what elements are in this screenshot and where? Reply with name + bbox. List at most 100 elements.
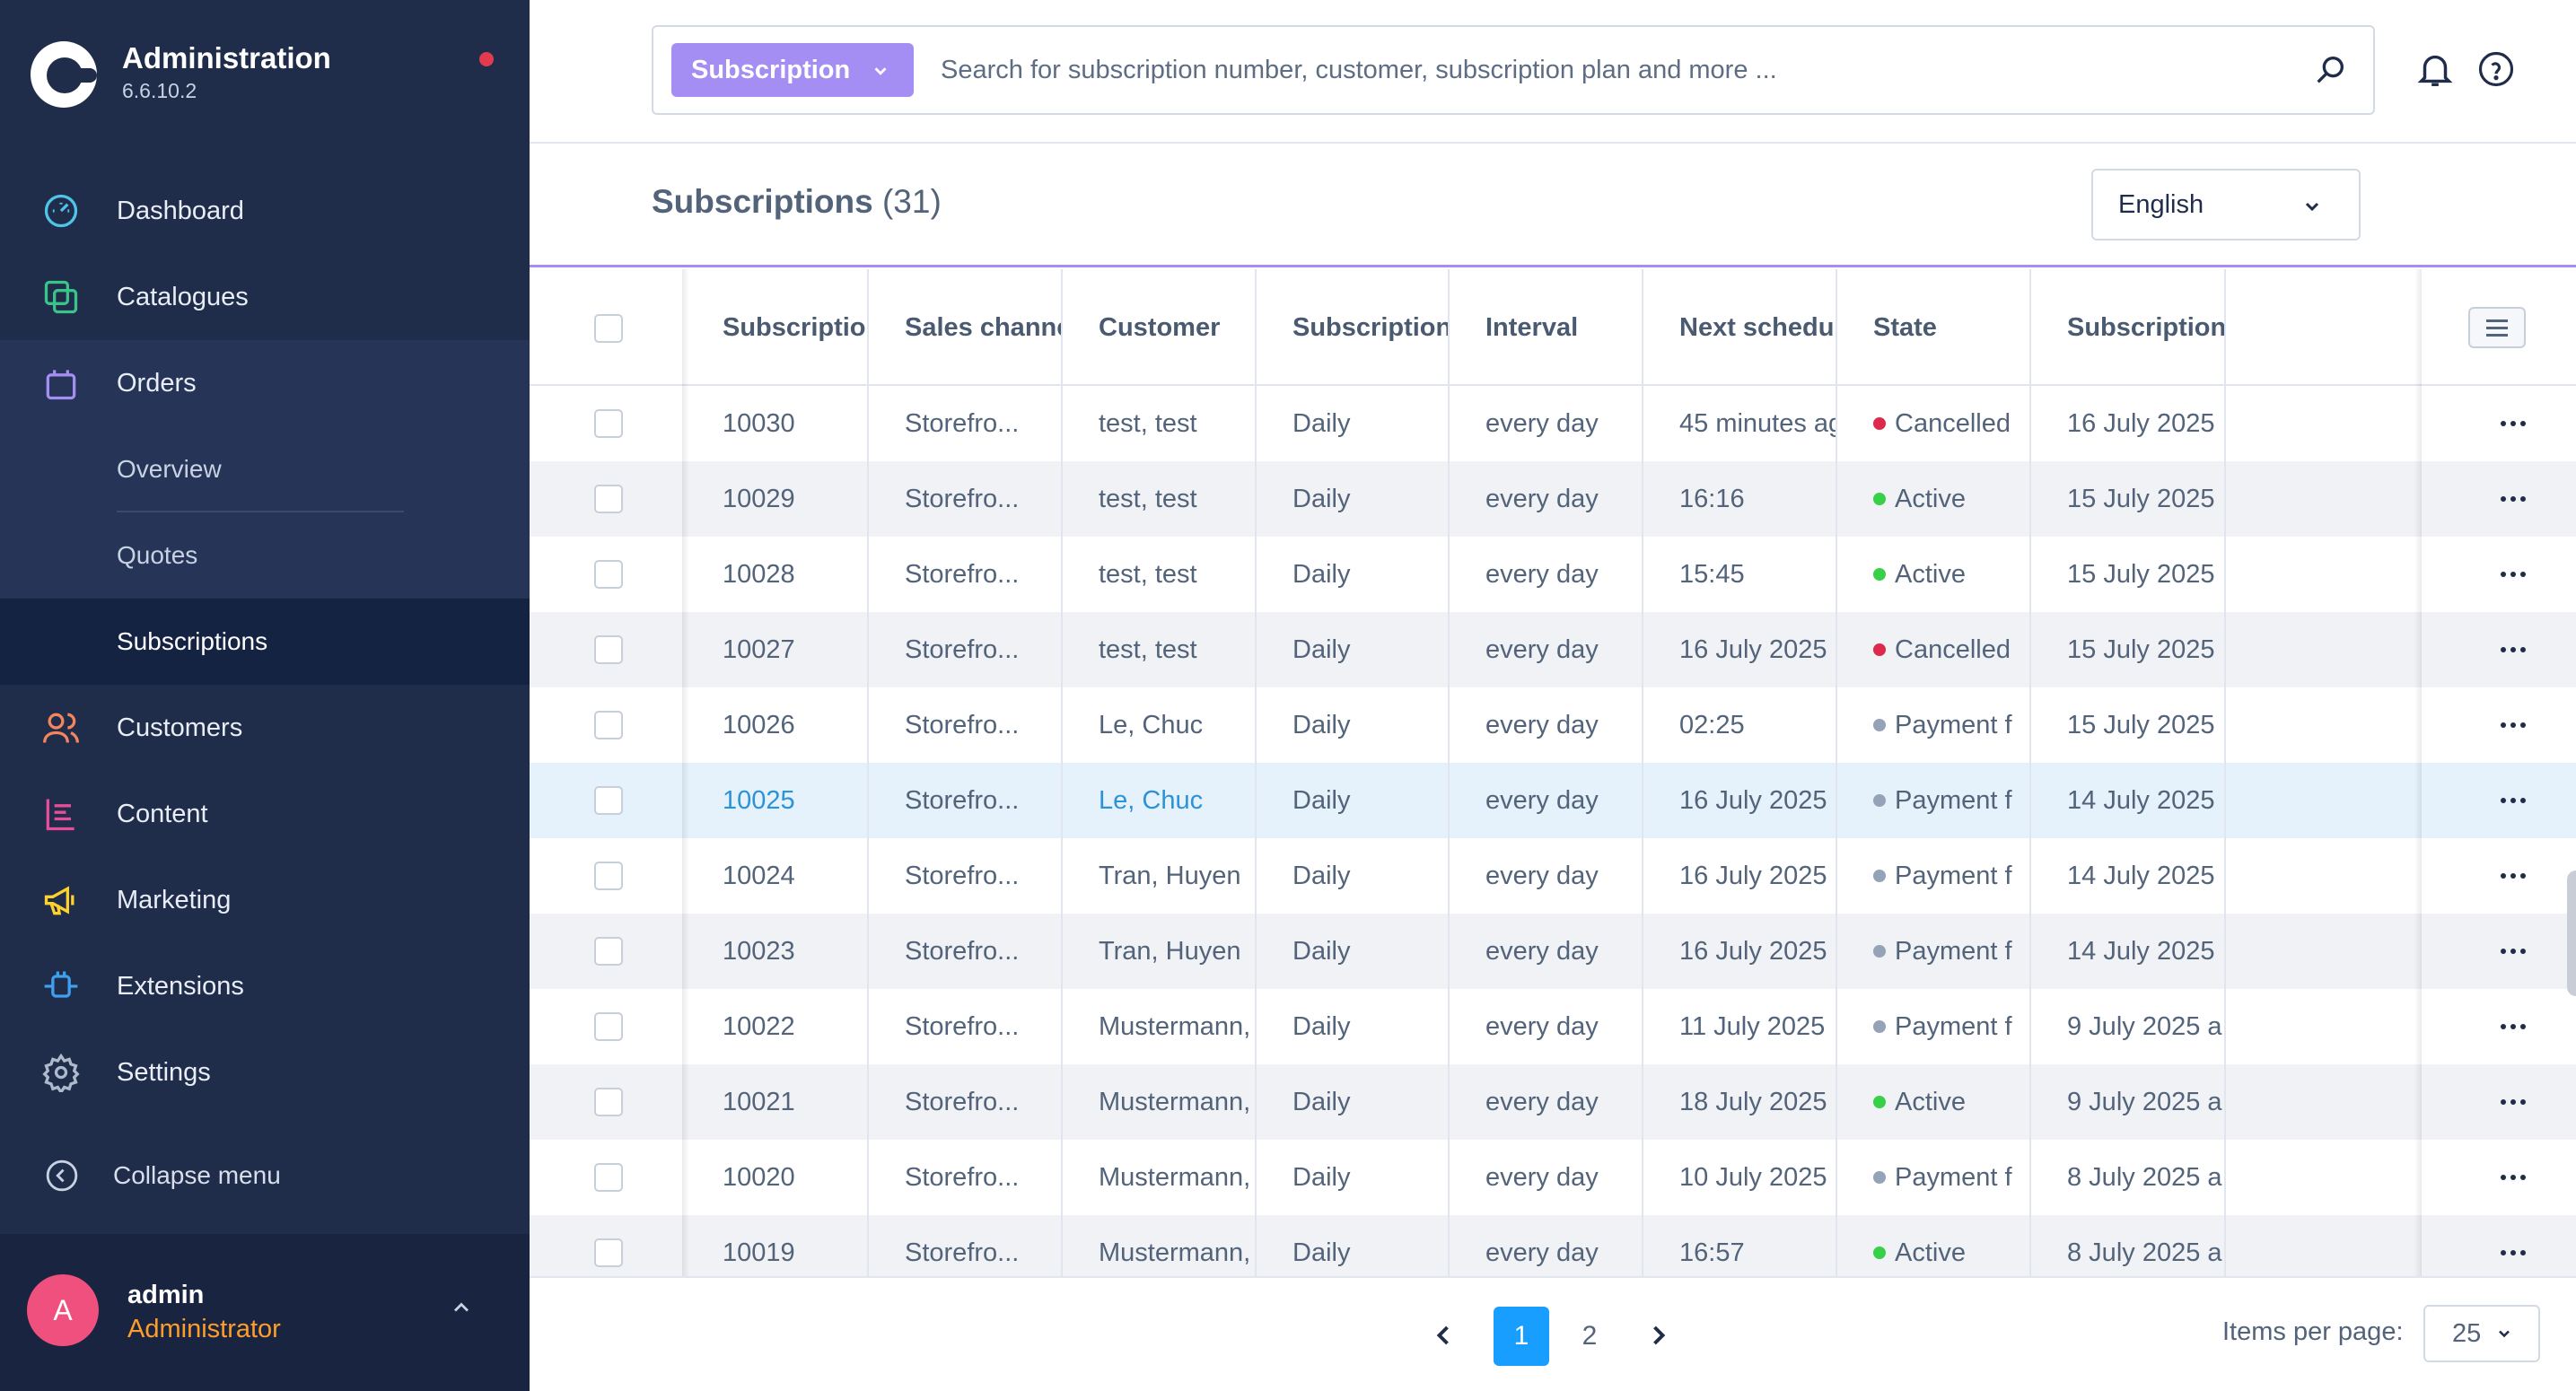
cell-subscription-plan: Daily [1257, 1064, 1450, 1140]
nav-item-orders[interactable]: Orders [0, 340, 530, 426]
row-checkbox[interactable] [594, 485, 623, 513]
row-actions-button[interactable] [2486, 838, 2540, 914]
chevron-left-icon[interactable] [1427, 1317, 1459, 1353]
grid-header: Subscription numberSales channelCustomer… [530, 269, 2576, 386]
cell-customer[interactable]: Le, Chuc [1063, 763, 1257, 838]
cell-subscription-plan: Daily [1257, 386, 1450, 461]
help-icon[interactable] [2477, 50, 2515, 88]
row-checkbox[interactable] [594, 862, 623, 890]
search-input[interactable] [941, 43, 2251, 97]
status-label: Active [1895, 484, 1966, 513]
page-title-count: (31) [881, 183, 942, 220]
dot [2510, 1250, 2516, 1255]
nav-item-marketing[interactable]: Marketing [0, 857, 530, 943]
language-select[interactable]: English [2091, 169, 2361, 241]
table-row[interactable]: 10019 Storefro... Mustermann, Daily every da… [530, 1215, 2576, 1276]
column-header-state[interactable]: State [1837, 269, 2031, 386]
row-actions-button[interactable] [2486, 1140, 2540, 1215]
nav-item-extensions[interactable]: Extensions [0, 943, 530, 1029]
table-row[interactable]: 10025 Storefro... Le, Chuc Daily every day 16… [530, 763, 2576, 838]
row-checkbox[interactable] [594, 1012, 623, 1041]
chevron-down-icon [2305, 202, 2319, 212]
row-checkbox[interactable] [594, 1088, 623, 1116]
row-actions-button[interactable] [2486, 1215, 2540, 1276]
table-row[interactable]: 10020 Storefro... Mustermann, Daily every da… [530, 1140, 2576, 1215]
row-actions-button[interactable] [2486, 537, 2540, 612]
row-checkbox[interactable] [594, 560, 623, 589]
more-dots-icon [2501, 1024, 2526, 1029]
subscriptions-grid: Subscription numberSales channelCustomer… [530, 269, 2576, 1276]
user-menu[interactable]: A admin Administrator [0, 1234, 530, 1391]
nav-subitem-subscriptions[interactable]: Subscriptions [0, 599, 530, 685]
cell-next-schedule: 10 July 2025 [1643, 1140, 1837, 1215]
cell-subscription-number[interactable]: 10025 [687, 763, 869, 838]
row-actions-button[interactable] [2486, 914, 2540, 989]
table-row[interactable]: 10027 Storefro... test, test Daily every day… [530, 612, 2576, 687]
column-header-customer[interactable]: Customer [1063, 269, 1257, 386]
column-header-next-schedule[interactable]: Next schedule [1643, 269, 1837, 386]
cell-interval: every day [1450, 989, 1643, 1064]
row-actions-button[interactable] [2486, 461, 2540, 537]
scroll-handle[interactable] [2567, 870, 2576, 996]
table-row[interactable]: 10026 Storefro... Le, Chuc Daily every day 02… [530, 687, 2576, 763]
table-row[interactable]: 10022 Storefro... Mustermann, Daily every da… [530, 989, 2576, 1064]
table-row[interactable]: 10024 Storefro... Tran, Huyen Daily every da… [530, 838, 2576, 914]
row-actions-button[interactable] [2486, 1064, 2540, 1140]
table-row[interactable]: 10029 Storefro... test, test Daily every day… [530, 461, 2576, 537]
page-button[interactable]: 2 [1582, 1321, 1598, 1351]
cell-subscription-number: 10021 [687, 1064, 869, 1140]
row-actions-button[interactable] [2486, 386, 2540, 461]
nav-item-dashboard[interactable]: Dashboard [0, 168, 530, 254]
grid-settings-button[interactable] [2468, 307, 2526, 348]
more-dots-icon [2501, 421, 2526, 426]
status-label: Cancelled [1895, 634, 2011, 664]
cell-subscription-number: 10023 [687, 914, 869, 989]
status-dot-icon [1873, 870, 1886, 882]
column-header-sales-channel[interactable]: Sales channel [869, 269, 1063, 386]
nav-item-settings[interactable]: Settings [0, 1029, 530, 1115]
nav-subitem-quotes[interactable]: Quotes [0, 512, 530, 599]
bell-icon[interactable] [2414, 48, 2456, 90]
row-actions-button[interactable] [2486, 612, 2540, 687]
dot [2510, 496, 2516, 502]
row-checkbox[interactable] [594, 937, 623, 966]
nav-subitem-overview[interactable]: Overview [0, 426, 530, 512]
row-actions-button[interactable] [2486, 763, 2540, 838]
select-all-checkbox[interactable] [594, 314, 623, 343]
nav-item-catalogues[interactable]: Catalogues [0, 254, 530, 340]
column-header-interval[interactable]: Interval [1450, 269, 1643, 386]
page-button-current[interactable]: 1 [1494, 1307, 1549, 1366]
cell-subscription-plan: Daily [1257, 537, 1450, 612]
column-header-subscription-date[interactable]: Subscription date [2031, 269, 2226, 386]
row-actions-button[interactable] [2486, 687, 2540, 763]
column-header-subscription-number[interactable]: Subscription number [687, 269, 869, 386]
avatar: A [27, 1274, 99, 1346]
row-checkbox[interactable] [594, 1163, 623, 1192]
cell-next-schedule: 16 July 2025 [1643, 763, 1837, 838]
row-checkbox[interactable] [594, 1238, 623, 1267]
chevron-right-icon[interactable] [1643, 1317, 1675, 1353]
row-checkbox[interactable] [594, 409, 623, 438]
table-row[interactable]: 10021 Storefro... Mustermann, Daily every da… [530, 1064, 2576, 1140]
table-row[interactable]: 10030 Storefro... test, test Daily every day… [530, 386, 2576, 461]
collapse-menu-button[interactable]: Collapse menu [0, 1135, 530, 1216]
table-row[interactable]: 10023 Storefro... Tran, Huyen Daily every da… [530, 914, 2576, 989]
status-dot-icon [1873, 493, 1886, 505]
nav-item-customers[interactable]: Customers [0, 685, 530, 771]
search-icon[interactable] [2312, 52, 2348, 88]
chevron-up-icon[interactable] [449, 1295, 474, 1320]
cell-interval: every day [1450, 461, 1643, 537]
table-row[interactable]: 10028 Storefro... test, test Daily every day… [530, 537, 2576, 612]
search-scope-button[interactable]: Subscription [671, 43, 914, 97]
cell-state: Active [1837, 1064, 2031, 1140]
more-dots-icon [2501, 873, 2526, 879]
row-checkbox[interactable] [594, 635, 623, 664]
nav-item-content[interactable]: Content [0, 771, 530, 857]
row-checkbox[interactable] [594, 786, 623, 815]
dot [2501, 949, 2506, 954]
items-per-page-select[interactable]: 25 [2423, 1305, 2540, 1362]
cell-interval: every day [1450, 838, 1643, 914]
row-actions-button[interactable] [2486, 989, 2540, 1064]
row-checkbox[interactable] [594, 711, 623, 739]
column-header-subscription-plan[interactable]: Subscription plan [1257, 269, 1450, 386]
